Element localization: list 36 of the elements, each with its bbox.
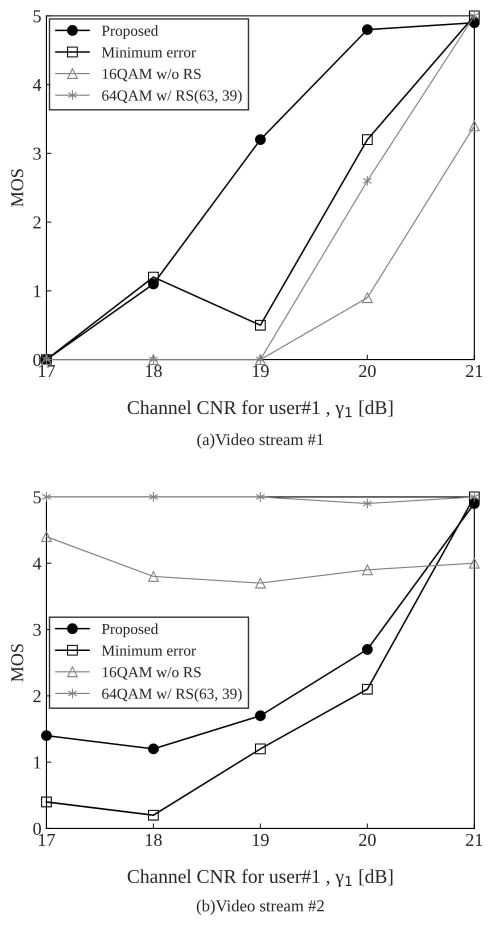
text: (b)Video stream #2 <box>196 900 324 915</box>
x-tick-label: 20 <box>359 364 376 378</box>
x-tick-label: 19 <box>252 834 269 846</box>
y-tick-label: 0 <box>33 354 41 366</box>
x-tick-label: 18 <box>146 834 162 846</box>
x-axis-title: Channel CNR for user#1 , γ$_{1}$ [dB] <box>128 400 392 418</box>
legend-label: 64QAM w/ RS(63, 39) <box>102 688 242 702</box>
x-tick-label: 17 <box>39 365 55 377</box>
x-tick-label: 17 <box>39 834 55 846</box>
y-tick-label: 3 <box>33 148 41 160</box>
text: (a)Video stream #1 <box>197 433 324 449</box>
legend-label: Minimum error <box>102 645 196 656</box>
y-tick-label: 4 <box>32 558 42 570</box>
x-tick-label: 21 <box>466 834 482 846</box>
x-tick-label: 19 <box>252 365 269 378</box>
y-tick-label: 1 <box>34 285 41 298</box>
x-tick-label: 21 <box>466 365 482 377</box>
y-tick-label: 4 <box>32 79 42 91</box>
y-tick-label: 2 <box>33 216 41 228</box>
x-tick-label: 20 <box>359 834 376 846</box>
y-tick-label: 5 <box>34 10 41 22</box>
x-axis-title: Channel CNR for user#1 , γ$_{1}$ [dB] <box>128 869 392 887</box>
y-tick-label: 3 <box>33 624 41 636</box>
legend-label: Proposed <box>102 623 158 638</box>
y-axis-title: MOS <box>11 169 24 207</box>
legend-label: 16QAM w/o RS <box>102 667 201 680</box>
x-tick-label: 18 <box>146 364 162 378</box>
legend-label: 16QAM w/o RS <box>102 68 201 82</box>
legend-label: Minimum error <box>102 47 196 58</box>
y-axis-title: MOS <box>11 644 24 682</box>
legend-label: Proposed <box>102 25 158 39</box>
y-tick-label: 1 <box>34 756 41 768</box>
legend-label: 64QAM w/ RS(63, 39) <box>102 90 242 104</box>
y-tick-label: 0 <box>33 822 41 835</box>
y-tick-label: 5 <box>34 491 41 504</box>
y-tick-label: 2 <box>33 690 41 702</box>
